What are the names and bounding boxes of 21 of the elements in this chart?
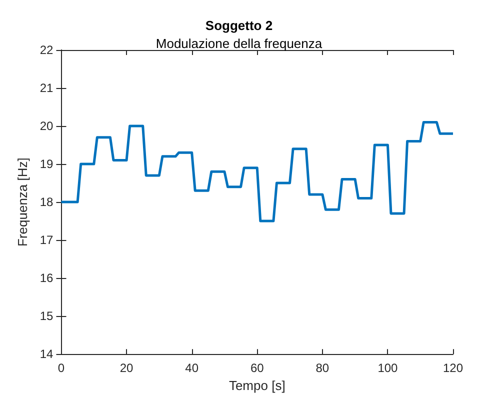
y-tick-label: 17 [40,233,54,248]
y-tick-label: 21 [40,81,54,96]
chart-title: Soggetto 2 [205,18,273,33]
x-tick-label: 40 [185,361,199,376]
y-tick-label: 20 [40,119,54,134]
x-tick-label: 100 [378,361,398,376]
y-tick-label: 15 [40,309,54,324]
y-tick-label: 22 [40,43,54,57]
x-axis-title: Tempo [s] [228,378,286,393]
x-tick-label: 60 [250,361,264,376]
y-tick-label: 18 [40,195,54,210]
y-tick-label: 19 [40,157,54,172]
y-axis-title: Frequenza [Hz] [15,158,30,246]
chart-subtitle: Modulazione della frequenza [156,36,323,51]
x-tick-label: 0 [58,361,65,376]
line-series [60,120,454,222]
x-tick-label: 20 [120,361,134,376]
x-tick-label: 80 [316,361,330,376]
x-tick-label: 120 [442,361,464,376]
y-tick-label: 16 [40,271,54,286]
y-tick-label: 14 [40,347,54,362]
